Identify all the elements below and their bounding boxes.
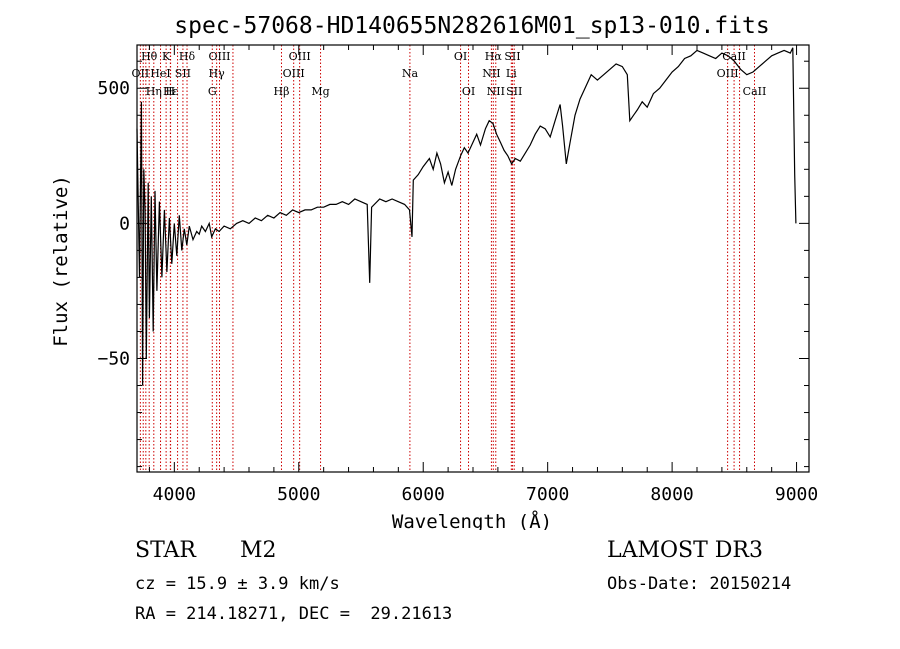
- x-tick-label: 9000: [775, 484, 818, 505]
- spectral-line-label: OIII: [283, 67, 305, 80]
- spectral-line-label: OI: [462, 85, 475, 98]
- spectral-line-label: OIII: [208, 50, 230, 63]
- y-axis-label: Flux (relative): [50, 175, 72, 347]
- spectral-line-label: H: [166, 85, 176, 98]
- x-tick-label: 8000: [650, 484, 693, 505]
- x-tick-labels: 4000 5000 6000 7000 8000 9000: [153, 484, 819, 505]
- object-class: STAR: [135, 538, 196, 563]
- spectral-line-label: Hγ: [209, 67, 226, 80]
- object-subclass: M2: [240, 538, 277, 563]
- spectral-line-label: CaII: [743, 85, 767, 98]
- spectral-line-label: Mg: [311, 85, 329, 98]
- spectrum-series-line: [136, 47, 797, 386]
- coordinates: RA = 214.18271, DEC = 29.21613: [135, 604, 453, 624]
- spectral-line-label: Hα: [485, 50, 503, 63]
- spectral-line-label: NII: [482, 67, 500, 80]
- x-tick-label: 4000: [153, 484, 196, 505]
- spectral-line-label: G: [208, 85, 217, 98]
- spectral-line-label: Li: [506, 67, 517, 80]
- survey-name: LAMOST DR3: [607, 538, 763, 563]
- spectral-line-label: SII: [175, 67, 191, 80]
- spectral-line-label: Hθ: [141, 50, 158, 63]
- observation-date: Obs-Date: 20150214: [607, 574, 792, 594]
- spectral-line-label: Hδ: [179, 50, 196, 63]
- x-tick-label: 7000: [526, 484, 569, 505]
- redshift-cz: cz = 15.9 ± 3.9 km/s: [135, 574, 340, 594]
- spectral-line-label: OIII: [289, 50, 311, 63]
- y-tick-label: −50: [97, 348, 130, 369]
- spectral-line-label: SII: [504, 50, 520, 63]
- y-tick-label: 0: [119, 213, 130, 234]
- spectral-line-label: Na: [402, 67, 419, 80]
- spectral-line-label: SII: [506, 85, 522, 98]
- x-tick-label: 5000: [277, 484, 320, 505]
- x-tick-label: 6000: [402, 484, 445, 505]
- spectral-line-label: OIII: [717, 67, 739, 80]
- spectral-line-label: HeI: [150, 67, 170, 80]
- spectral-line-label: NII: [487, 85, 505, 98]
- spectrum-chart: spec-57068-HD140655N282616M01_sp13-010.f…: [50, 13, 819, 530]
- spectral-line-label: K: [162, 50, 171, 63]
- spectral-line-label: Hε: [163, 85, 179, 98]
- axis-ticks: [137, 45, 809, 472]
- spectral-line-label: Hβ: [274, 85, 290, 98]
- plot-frame: [136, 44, 810, 473]
- chart-title: spec-57068-HD140655N282616M01_sp13-010.f…: [174, 13, 769, 39]
- spectral-line-label: OII: [132, 67, 150, 80]
- spectral-line-label: CaII: [722, 50, 746, 63]
- spectral-line-label: OI: [454, 50, 467, 63]
- spectral-line-markers: [139, 45, 755, 472]
- y-tick-labels: 500 0 −50: [97, 78, 130, 369]
- spectral-line-label: Hη: [146, 85, 162, 98]
- x-axis-label: Wavelength (Å): [392, 510, 552, 530]
- y-tick-label: 500: [97, 78, 130, 99]
